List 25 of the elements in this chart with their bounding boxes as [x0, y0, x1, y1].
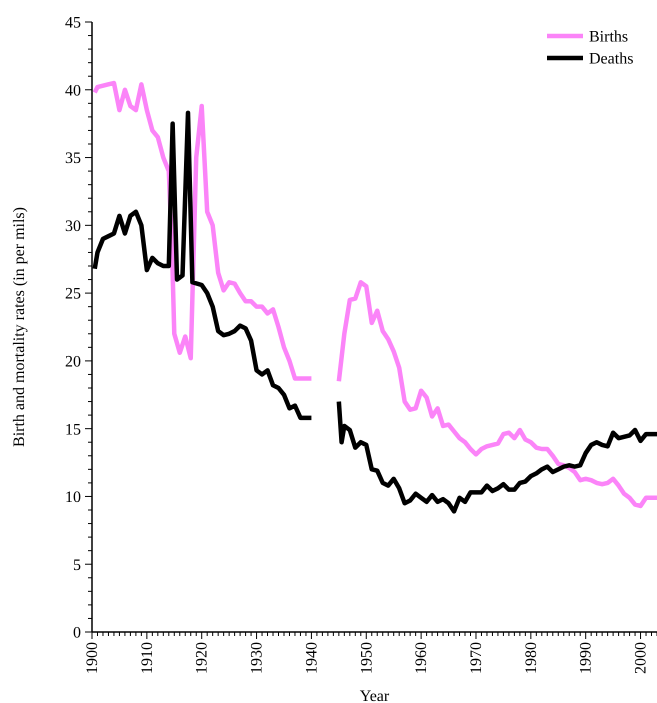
y-tick-label: 40	[65, 82, 81, 100]
y-tick-label: 35	[65, 150, 81, 168]
x-axis-title: Year	[360, 688, 390, 703]
x-tick-label: 1970	[468, 642, 485, 674]
x-tick-label: 1930	[248, 642, 266, 674]
x-tick-label: 1900	[84, 642, 101, 674]
x-tick-label: 1910	[138, 642, 156, 674]
legend-label: Births	[589, 28, 628, 46]
x-tick-label: 1990	[578, 642, 595, 674]
x-tick-label: 2000	[632, 642, 650, 674]
y-tick-label: 45	[65, 14, 81, 32]
y-tick-label: 30	[65, 218, 81, 235]
y-tick-label: 10	[65, 489, 81, 506]
legend-label: Deaths	[589, 50, 634, 68]
y-axis-title: Birth and mortality rates (in per mils)	[11, 207, 28, 447]
y-tick-label: 15	[65, 421, 81, 438]
x-tick-label: 1960	[413, 642, 430, 674]
x-tick-label: 1920	[194, 642, 211, 674]
y-tick-label: 5	[73, 556, 81, 574]
y-tick-label: 25	[65, 286, 81, 303]
x-tick-label: 1950	[358, 642, 376, 674]
y-tick-label: 20	[65, 353, 81, 370]
y-tick-label: 0	[73, 624, 81, 642]
x-tick-label: 1940	[303, 642, 320, 674]
x-tick-label: 1980	[522, 642, 540, 674]
